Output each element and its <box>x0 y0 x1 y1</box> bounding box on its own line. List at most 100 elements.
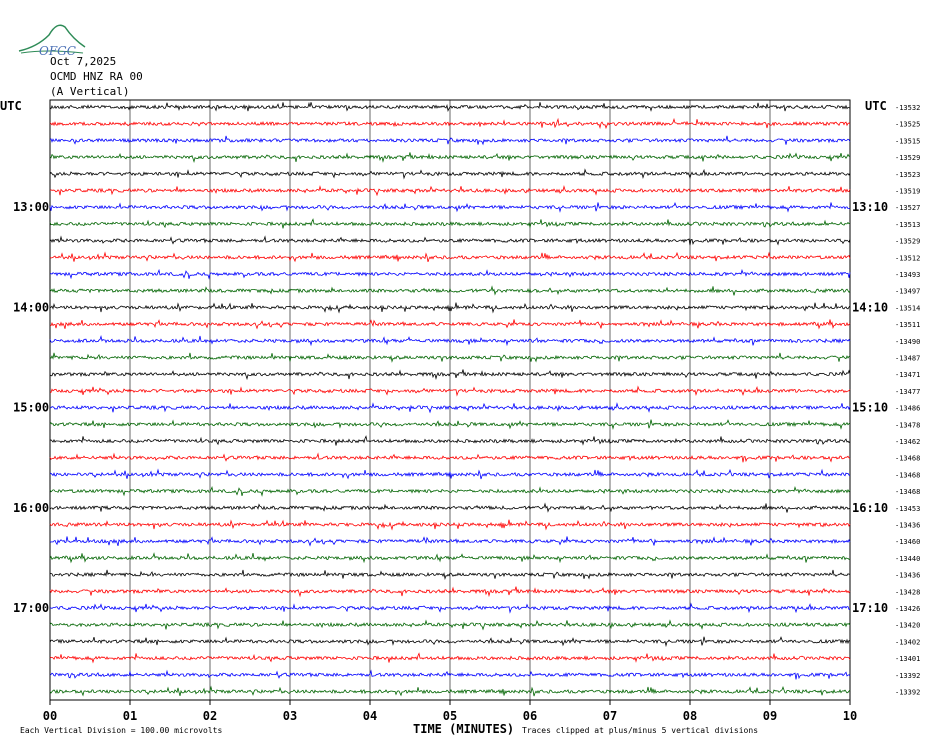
trace-offset-label: -13477 <box>895 388 920 396</box>
trace-offset-label: -13462 <box>895 438 920 446</box>
trace-line <box>49 285 851 296</box>
trace-line <box>49 636 851 648</box>
left-time-label: 16:00 <box>13 501 49 515</box>
trace-line <box>49 552 851 564</box>
trace-line <box>49 519 851 531</box>
trace-line <box>49 117 851 130</box>
x-tick-label: 05 <box>443 709 457 723</box>
trace-line <box>49 335 851 347</box>
trace-offset-label: -13486 <box>895 405 920 413</box>
clip-note: Traces clipped at plus/minus 5 vertical … <box>522 726 758 735</box>
trace-line <box>49 402 851 414</box>
trace-offset-label: -13514 <box>895 304 920 312</box>
trace-offset-label: -13468 <box>895 455 920 463</box>
trace-offset-label: -13527 <box>895 204 920 212</box>
trace-line <box>49 251 851 263</box>
trace-line <box>49 652 851 664</box>
left-time-label: 15:00 <box>13 401 49 415</box>
trace-offset-label: -13420 <box>895 622 920 630</box>
trace-offset-label: -13428 <box>895 588 920 596</box>
trace-offset-label: -13490 <box>895 338 920 346</box>
trace-offset-label: -13487 <box>895 355 920 363</box>
trace-line <box>49 101 851 113</box>
trace-line <box>49 452 851 463</box>
trace-offset-label: -13471 <box>895 371 920 379</box>
right-time-label: 15:10 <box>852 401 888 415</box>
trace-line <box>49 184 851 197</box>
x-tick-label: 07 <box>603 709 617 723</box>
trace-offset-label: -13532 <box>895 104 920 112</box>
trace-offset-label: -13426 <box>895 605 920 613</box>
trace-offset-label: -13436 <box>895 572 920 580</box>
right-time-label: 14:10 <box>852 300 888 314</box>
utc-left-label: UTC <box>0 99 22 113</box>
trace-line <box>49 235 851 246</box>
x-tick-label: 01 <box>123 709 137 723</box>
trace-line <box>49 619 851 631</box>
trace-line <box>49 168 851 180</box>
logo-text: OFGC <box>39 44 76 57</box>
trace-line <box>49 152 851 164</box>
trace-line <box>49 319 851 330</box>
x-tick-label: 09 <box>763 709 777 723</box>
x-tick-label: 08 <box>683 709 697 723</box>
x-tick-label: 06 <box>523 709 537 723</box>
trace-offset-label: -13440 <box>895 555 920 563</box>
trace-line <box>49 135 851 146</box>
trace-line <box>49 268 851 280</box>
trace-line <box>49 569 850 581</box>
right-time-label: 17:10 <box>852 601 888 615</box>
trace-offset-label: -13529 <box>895 154 920 162</box>
trace-line <box>49 586 851 598</box>
trace-line <box>49 352 851 363</box>
utc-right-label: UTC <box>865 99 887 113</box>
trace-line <box>49 302 851 314</box>
left-time-label: 17:00 <box>13 601 49 615</box>
trace-offset-label: -13525 <box>895 121 920 129</box>
trace-offset-label: -13392 <box>895 672 920 680</box>
trace-line <box>49 685 851 697</box>
date-label: Oct 7,2025 <box>50 55 117 68</box>
trace-offset-label: -13512 <box>895 254 920 262</box>
trace-line <box>49 502 851 513</box>
x-tick-label: 04 <box>363 709 377 723</box>
trace-line <box>49 201 851 213</box>
trace-line <box>49 602 851 614</box>
x-tick-label: 10 <box>843 709 857 723</box>
trace-offset-label: -13468 <box>895 488 920 496</box>
trace-offset-label: -13478 <box>895 421 920 429</box>
x-tick-label: 03 <box>283 709 297 723</box>
trace-line <box>49 385 851 397</box>
trace-offset-label: -13513 <box>895 221 920 229</box>
trace-offset-label: -13515 <box>895 137 920 145</box>
component-label: (A Vertical) <box>50 85 130 98</box>
ofgc-logo-icon: OFGC <box>19 24 86 58</box>
scale-note: Each Vertical Division = 100.00 microvol… <box>20 726 222 735</box>
trace-offset-label: -13436 <box>895 522 920 530</box>
trace-line <box>49 485 851 497</box>
trace-offset-label: -13401 <box>895 655 920 663</box>
trace-line <box>49 419 851 430</box>
trace-offset-label: -13523 <box>895 171 920 179</box>
trace-line <box>49 369 851 381</box>
trace-offset-label: -13392 <box>895 689 920 697</box>
trace-line <box>49 218 851 229</box>
trace-line <box>49 468 851 480</box>
trace-offset-label: -13453 <box>895 505 920 513</box>
trace-offset-label: -13511 <box>895 321 920 329</box>
right-time-label: 13:10 <box>852 200 888 214</box>
left-time-label: 14:00 <box>13 300 49 314</box>
station-label: OCMD HNZ RA 00 <box>50 70 143 83</box>
x-axis-title: TIME (MINUTES) <box>413 722 514 736</box>
right-time-label: 16:10 <box>852 501 888 515</box>
trace-line <box>49 536 851 547</box>
trace-offset-label: -13402 <box>895 638 920 646</box>
trace-offset-label: -13460 <box>895 538 920 546</box>
trace-line <box>49 669 851 680</box>
x-tick-label: 02 <box>203 709 217 723</box>
trace-line <box>49 435 851 446</box>
trace-offset-label: -13497 <box>895 288 920 296</box>
logo: OFGC <box>4 4 87 60</box>
trace-offset-label: -13468 <box>895 471 920 479</box>
